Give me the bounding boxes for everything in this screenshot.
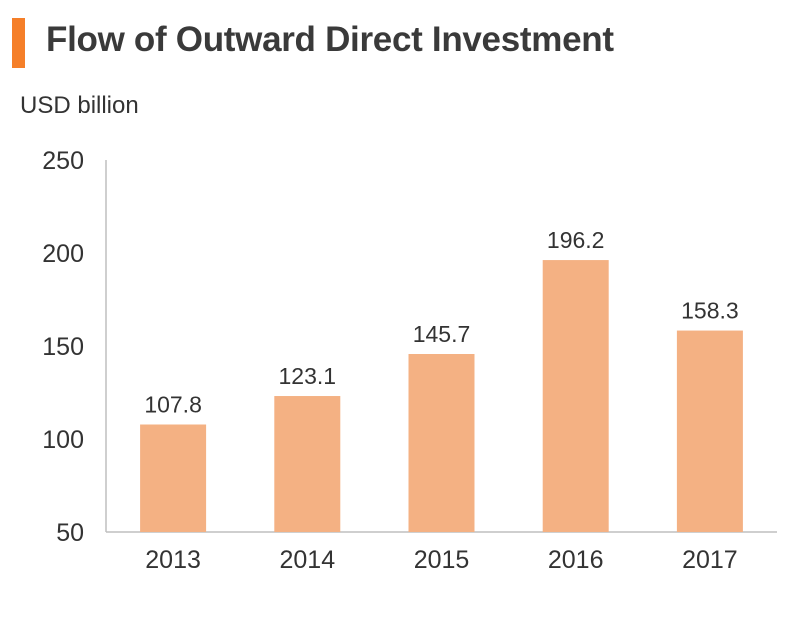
x-tick-label: 2016 (548, 546, 604, 574)
data-label-2015: 145.7 (413, 321, 471, 347)
bar-series: 107.8 123.1 145.7 196.2 158.3 (140, 227, 743, 532)
data-label-2014: 123.1 (279, 363, 337, 389)
bar-2015 (408, 353, 475, 532)
x-tick-label: 2015 (414, 546, 470, 574)
y-tick-label: 250 (42, 147, 84, 175)
data-label-2013: 107.8 (144, 391, 202, 417)
x-axis-ticks: 2013 2014 2015 2016 2017 (145, 546, 737, 574)
bar-2017 (676, 330, 743, 532)
x-tick-label: 2013 (145, 546, 201, 574)
title-accent-bar (12, 18, 25, 68)
data-label-2017: 158.3 (681, 298, 739, 324)
y-tick-label: 150 (42, 333, 84, 361)
x-tick-label: 2017 (682, 546, 738, 574)
y-axis-ticks: 50 100 150 200 250 (42, 147, 84, 547)
bar-2013 (140, 424, 207, 532)
chart-title: Flow of Outward Direct Investment (46, 20, 614, 59)
y-axis-unit-label: USD billion (20, 92, 139, 119)
x-tick-label: 2014 (279, 546, 335, 574)
data-label-2016: 196.2 (547, 227, 605, 253)
y-tick-label: 200 (42, 240, 84, 268)
y-tick-label: 50 (56, 519, 84, 547)
bar-2016 (542, 260, 609, 532)
bar-2014 (274, 396, 341, 532)
y-tick-label: 100 (42, 426, 84, 454)
